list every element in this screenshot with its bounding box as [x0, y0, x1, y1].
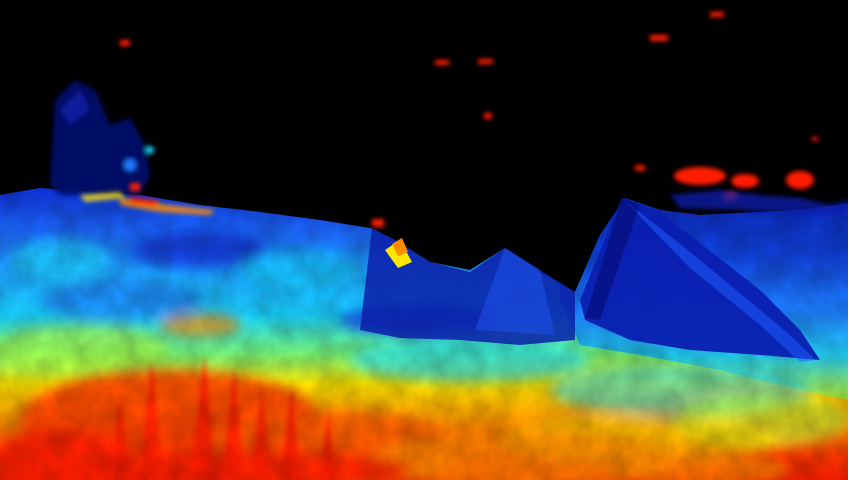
horizon-band	[80, 192, 215, 215]
right-structure	[580, 198, 820, 362]
far-right-clutter	[670, 190, 848, 215]
center-structure	[360, 228, 575, 345]
left-far-structure	[50, 80, 154, 195]
